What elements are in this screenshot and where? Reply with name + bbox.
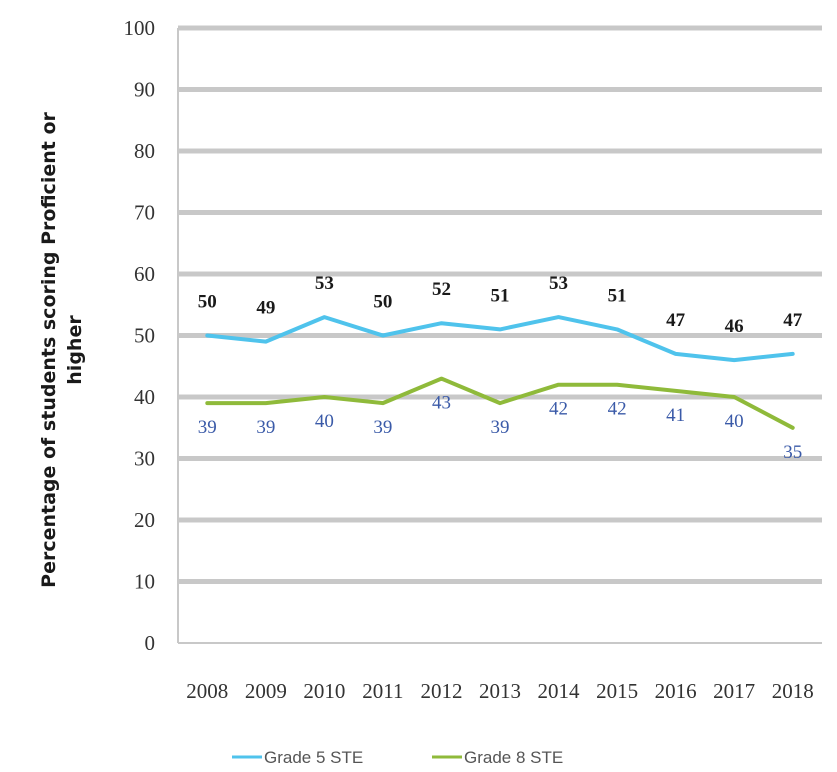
y-axis-label: Percentage of students scoring Proficien… bbox=[38, 112, 86, 588]
y-tick-100: 100 bbox=[124, 16, 156, 40]
x-tick-2009: 2009 bbox=[245, 679, 287, 703]
data-label-grade8-2009: 39 bbox=[256, 417, 275, 438]
grid-lines bbox=[177, 25, 822, 644]
data-label-grade5-2016: 47 bbox=[666, 310, 686, 331]
data-label-grade8-2018: 35 bbox=[783, 442, 802, 463]
series-lines bbox=[205, 315, 795, 430]
x-tick-2018: 2018 bbox=[772, 679, 814, 703]
x-tick-2013: 2013 bbox=[479, 679, 521, 703]
x-tick-2014: 2014 bbox=[538, 679, 581, 703]
x-tick-2012: 2012 bbox=[420, 679, 462, 703]
data-label-grade8-2017: 40 bbox=[725, 411, 744, 432]
data-label-grade8-2016: 41 bbox=[666, 405, 685, 426]
x-tick-2008: 2008 bbox=[186, 679, 228, 703]
y-tick-30: 30 bbox=[134, 447, 155, 471]
x-tick-2015: 2015 bbox=[596, 679, 638, 703]
x-tick-2017: 2017 bbox=[713, 679, 755, 703]
x-tick-2011: 2011 bbox=[362, 679, 403, 703]
legend-label-grade-5: Grade 5 STE bbox=[264, 748, 363, 767]
data-label-grade5-2012: 52 bbox=[432, 279, 451, 300]
y-tick-70: 70 bbox=[134, 201, 155, 225]
data-label-grade5-2017: 46 bbox=[725, 316, 744, 337]
data-label-grade5-2014: 53 bbox=[549, 273, 568, 294]
data-label-grade5-2008: 50 bbox=[198, 292, 217, 313]
y-axis-label-line-1: Percentage of students scoring Proficien… bbox=[38, 112, 60, 588]
legend: Grade 5 STE Grade 8 STE bbox=[232, 748, 563, 767]
data-label-grade5-2009: 49 bbox=[256, 298, 275, 319]
y-axis-label-line-2: higher bbox=[64, 315, 86, 385]
data-label-grade5-2011: 50 bbox=[373, 292, 392, 313]
x-axis-ticks: 2008 2009 2010 2011 2012 2013 2014 2015 2016 2017… bbox=[186, 679, 813, 703]
y-tick-40: 40 bbox=[134, 385, 155, 409]
legend-label-grade-8: Grade 8 STE bbox=[464, 748, 563, 767]
y-axis-ticks: 0 10 20 30 40 50 60 70 80 90 100 bbox=[124, 16, 156, 655]
y-tick-0: 0 bbox=[145, 631, 156, 655]
data-label-grade8-2013: 39 bbox=[491, 417, 510, 438]
series-line-0 bbox=[205, 315, 795, 363]
data-label-grade8-2014: 42 bbox=[549, 399, 568, 420]
data-label-grade8-2015: 42 bbox=[608, 399, 627, 420]
x-tick-2010: 2010 bbox=[303, 679, 345, 703]
data-label-grade8-2010: 40 bbox=[315, 411, 334, 432]
data-label-grade8-2011: 39 bbox=[373, 417, 392, 438]
x-tick-2016: 2016 bbox=[655, 679, 697, 703]
data-label-grade5-2010: 53 bbox=[315, 273, 334, 294]
series-line-1 bbox=[205, 376, 795, 430]
y-tick-60: 60 bbox=[134, 262, 155, 286]
data-label-grade5-2013: 51 bbox=[491, 285, 510, 306]
data-label-grade8-2012: 43 bbox=[432, 393, 451, 414]
data-label-grade8-2008: 39 bbox=[198, 417, 217, 438]
y-tick-80: 80 bbox=[134, 139, 155, 163]
data-label-grade5-2018: 47 bbox=[783, 310, 803, 331]
y-tick-10: 10 bbox=[134, 570, 155, 594]
y-tick-50: 50 bbox=[134, 324, 155, 348]
data-labels: 50 49 53 50 52 51 53 51 47 46 47 39 39 40 39 43 39 42 42 41… bbox=[198, 273, 803, 463]
y-tick-90: 90 bbox=[134, 78, 155, 102]
y-tick-20: 20 bbox=[134, 508, 155, 532]
data-label-grade5-2015: 51 bbox=[608, 285, 627, 306]
